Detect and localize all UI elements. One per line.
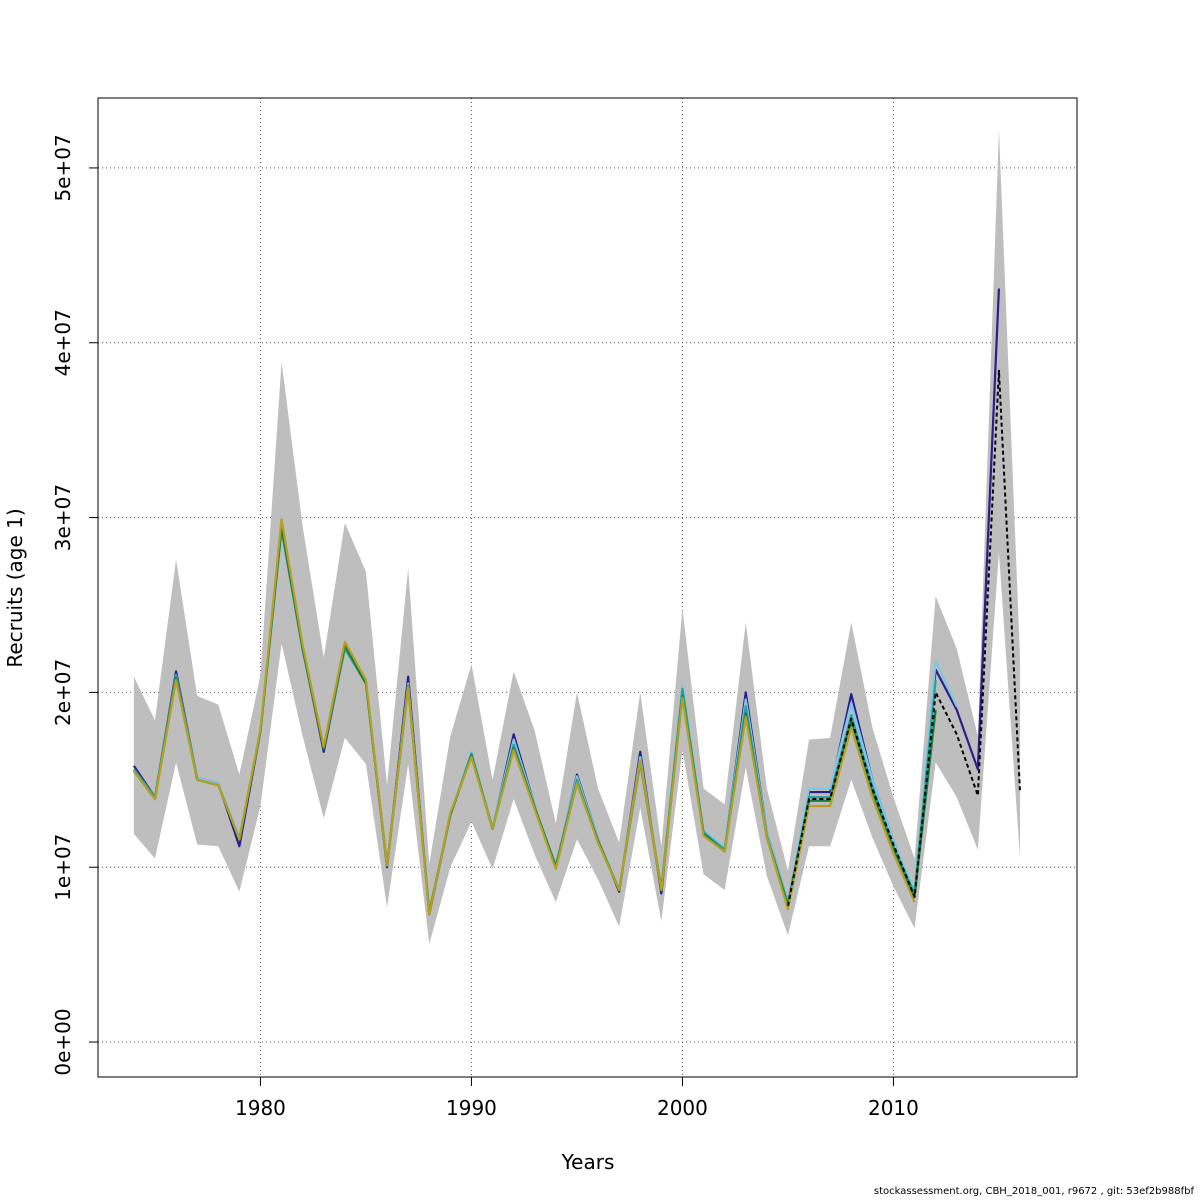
x-tick-label-1: 1990 <box>446 1096 497 1120</box>
series-line-5 <box>786 369 1022 906</box>
y-tick-label-2: 2e+07 <box>51 659 75 726</box>
y-tick-label-0: 0e+00 <box>51 1008 75 1075</box>
y-tick-label-1: 1e+07 <box>51 834 75 901</box>
x-tick-label-2: 2000 <box>657 1096 708 1120</box>
series-line-4 <box>132 518 916 916</box>
x-axis: 1980 1990 2000 2010 <box>235 1077 919 1120</box>
y-tick-label-3: 3e+07 <box>51 484 75 551</box>
footer-credit: stockassessment.org, CBH_2018_001, r9672… <box>873 1186 1194 1197</box>
x-axis-label: Years <box>561 1150 615 1174</box>
y-tick-label-5: 5e+07 <box>51 134 75 201</box>
x-tick-label-0: 1980 <box>235 1096 286 1120</box>
grid-lines <box>98 98 1077 1077</box>
series-lines <box>132 288 1022 916</box>
y-axis-label: Recruits (age 1) <box>3 508 27 667</box>
ci-band-polygon <box>133 129 1021 945</box>
plot-frame <box>97 97 1078 1078</box>
confidence-band <box>133 129 1021 945</box>
y-tick-label-4: 4e+07 <box>51 309 75 376</box>
x-tick-label-3: 2010 <box>868 1096 919 1120</box>
y-axis: 0e+00 1e+07 2e+07 3e+07 4e+07 5e+07 <box>51 134 98 1076</box>
